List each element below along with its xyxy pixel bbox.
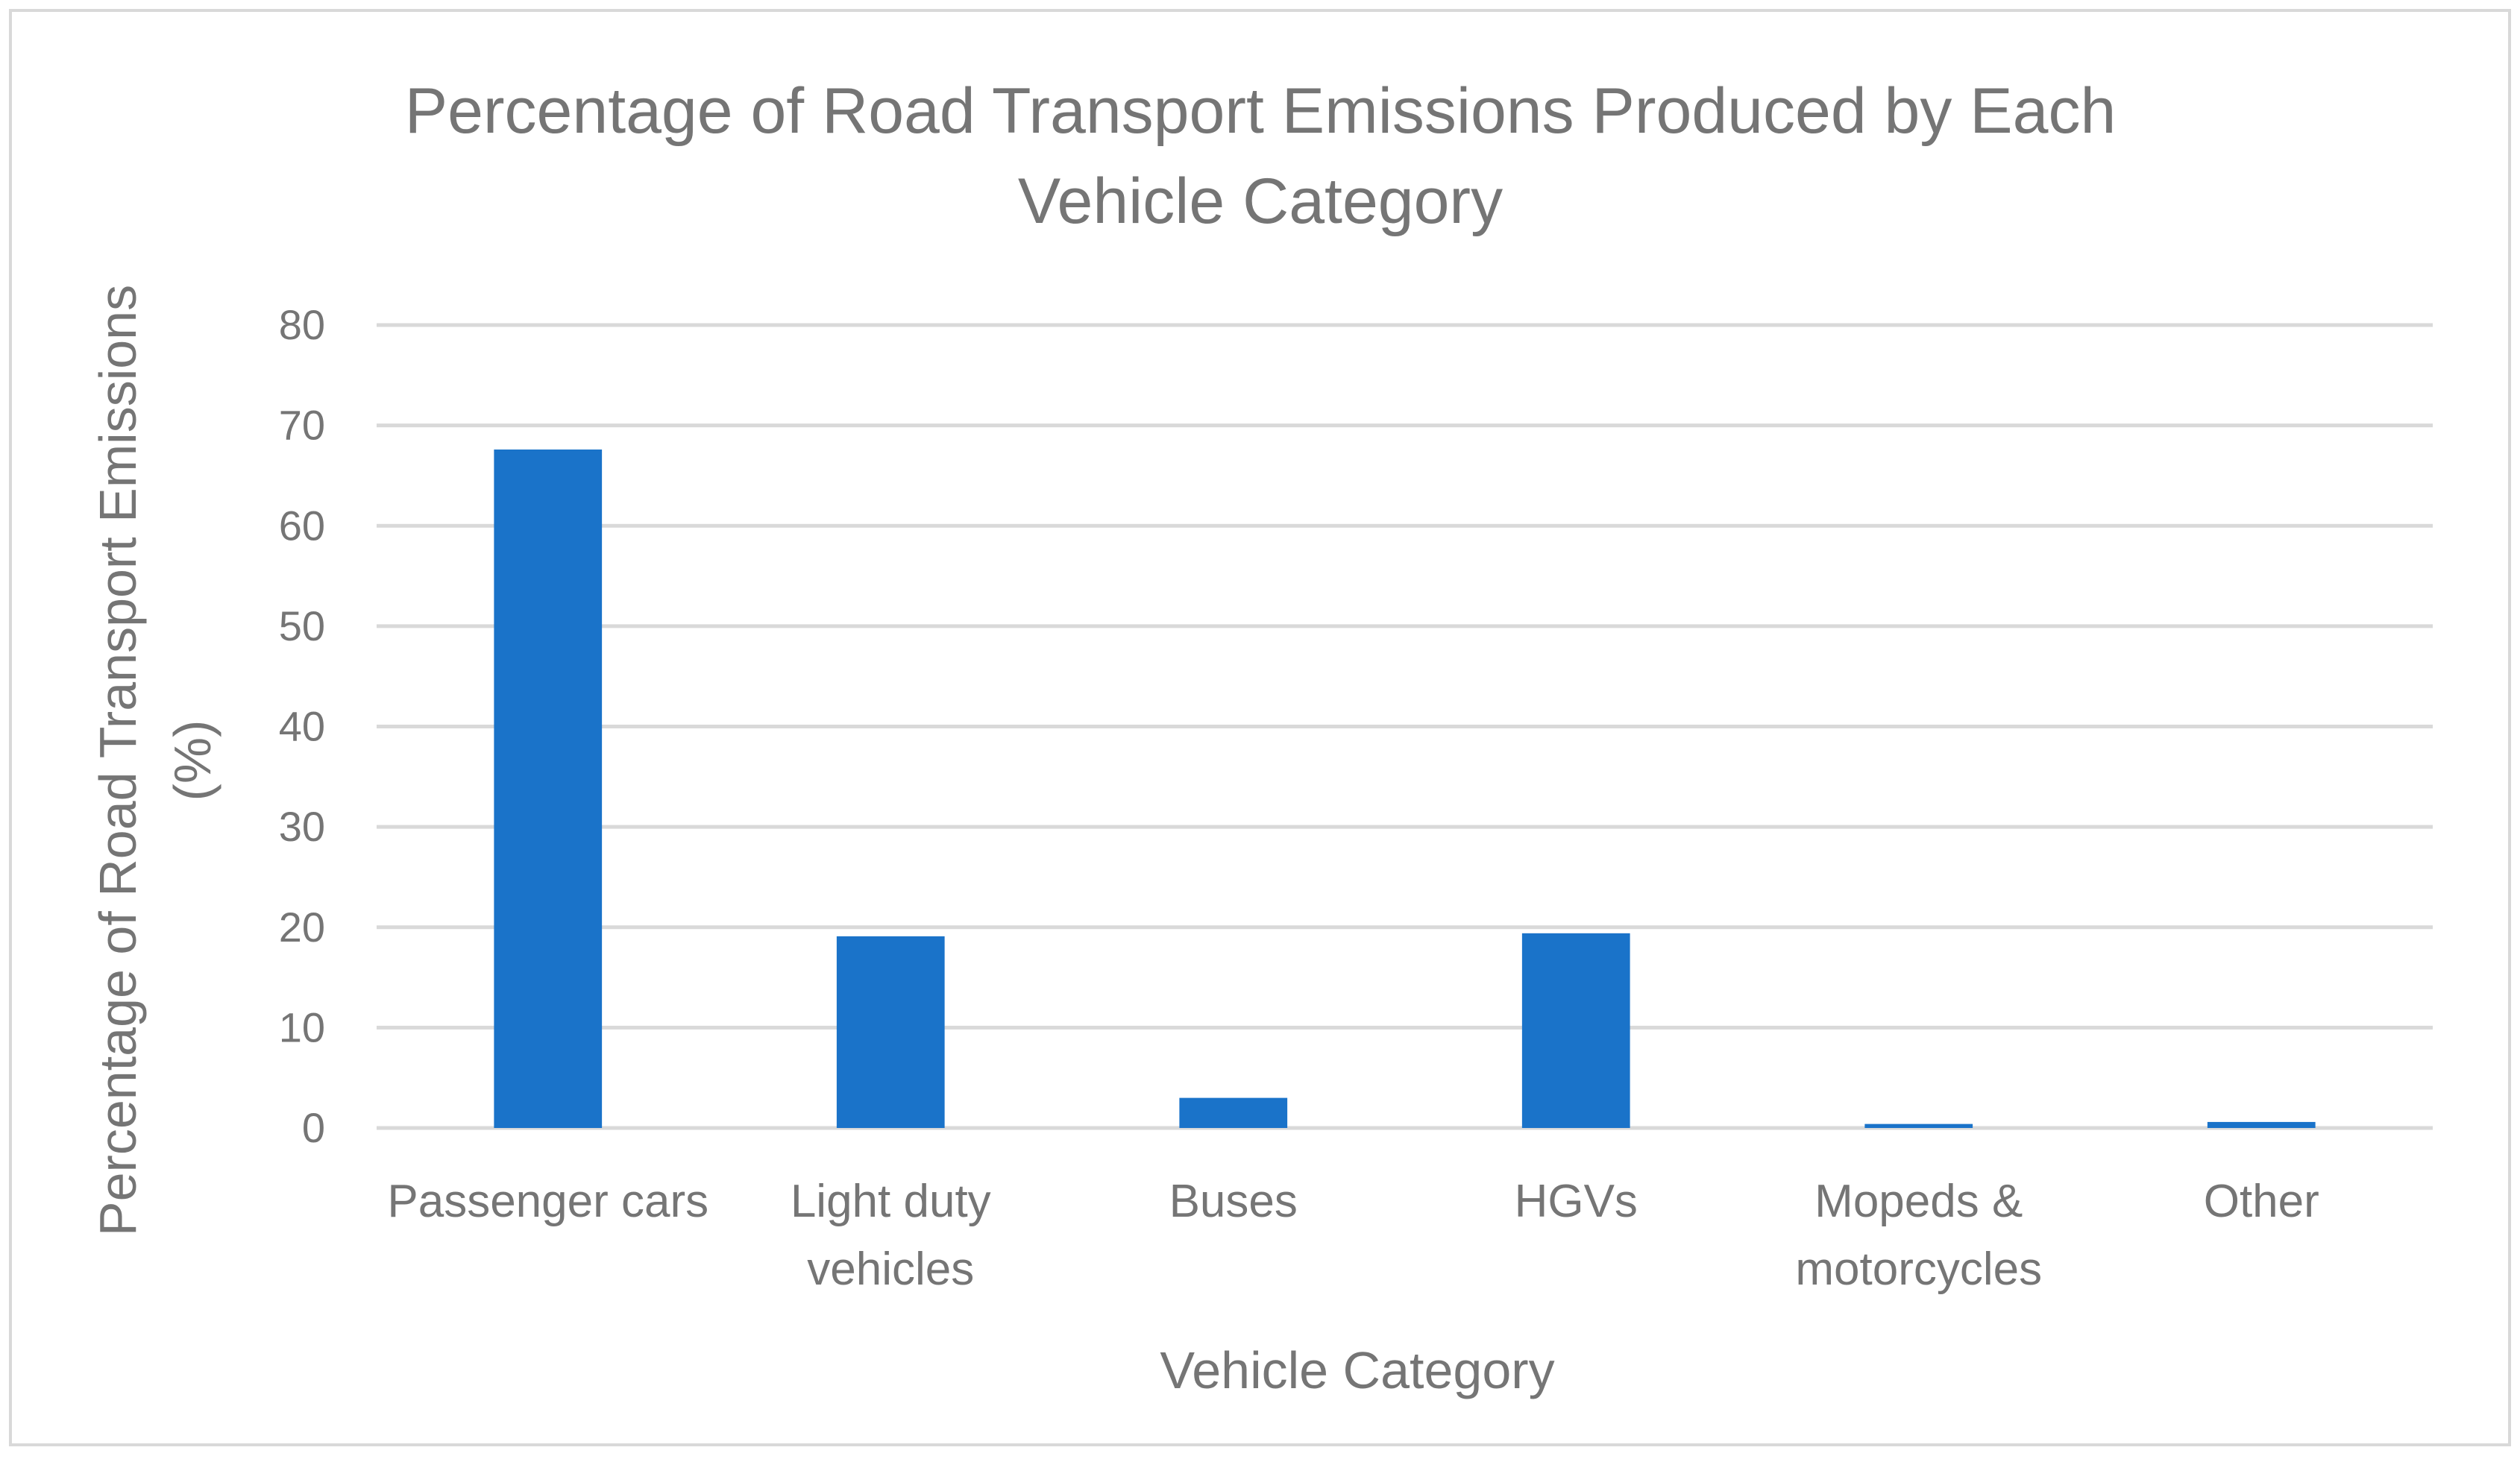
x-tick-label: Passenger cars xyxy=(387,1176,708,1227)
y-tick-label: 30 xyxy=(279,803,325,850)
bar xyxy=(1179,1097,1288,1128)
x-axis-title: Vehicle Category xyxy=(1160,1341,1554,1399)
x-axis-label: Vehicle Category xyxy=(1160,1341,1554,1399)
chart-title-line: Percentage of Road Transport Emissions P… xyxy=(405,75,2117,147)
y-tick-label: 10 xyxy=(279,1003,325,1050)
y-tick-label: 0 xyxy=(302,1104,325,1151)
x-tick-label: Other xyxy=(2204,1176,2319,1227)
y-axis-label: Percentage of Road Transport Emissions (%… xyxy=(89,285,221,1236)
bar xyxy=(1864,1124,1973,1128)
y-tick-label: 40 xyxy=(279,703,325,750)
x-tick-label: HGVs xyxy=(1515,1176,1638,1227)
y-axis-title-line: (%) xyxy=(163,720,221,801)
x-tick-label: Buses xyxy=(1169,1176,1298,1227)
x-tick-label: Light duty xyxy=(791,1176,991,1227)
x-tick-label: motorcycles xyxy=(1795,1244,2042,1295)
bar xyxy=(2207,1121,2316,1128)
bar xyxy=(836,936,945,1128)
bar xyxy=(494,449,603,1128)
chart-title-line: Vehicle Category xyxy=(1018,166,1503,237)
x-tick-label: vehicles xyxy=(807,1244,974,1295)
y-axis-title-line: Percentage of Road Transport Emissions xyxy=(89,285,147,1236)
y-tick-label: 80 xyxy=(279,301,325,348)
x-tick-label: Mopeds & xyxy=(1814,1176,2023,1227)
y-tick-label: 50 xyxy=(279,602,325,649)
y-tick-label: 20 xyxy=(279,904,325,951)
x-axis-tick-labels: Passenger cars Light duty vehicles Buses HGV… xyxy=(387,1176,2319,1295)
chart-title: Percentage of Road Transport Emissions P… xyxy=(405,75,2117,237)
bars xyxy=(494,449,2316,1128)
gridlines xyxy=(377,323,2433,1130)
y-tick-label: 60 xyxy=(279,502,325,549)
y-tick-label: 70 xyxy=(279,402,325,449)
y-axis-tick-labels: 0 10 20 30 40 50 60 70 80 xyxy=(279,301,325,1151)
bar xyxy=(1521,933,1630,1128)
